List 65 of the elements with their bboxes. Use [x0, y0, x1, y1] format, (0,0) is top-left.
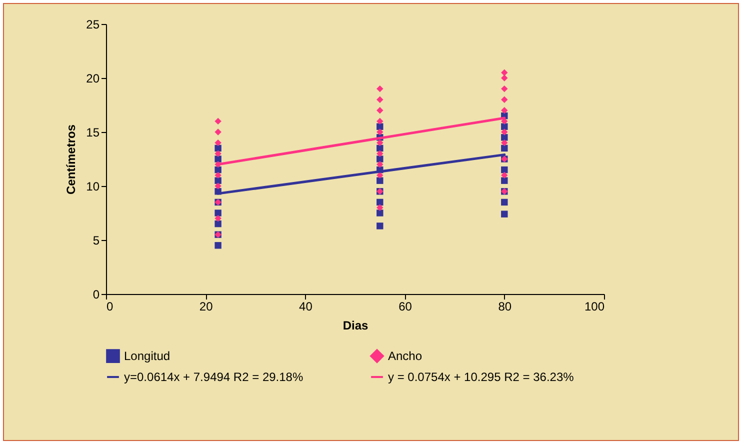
y-tick-label: 25 [86, 18, 100, 32]
point [501, 118, 508, 125]
x-tick-label: 20 [199, 300, 214, 314]
point [376, 204, 384, 211]
point [214, 172, 222, 179]
point [214, 177, 222, 184]
point [214, 220, 222, 228]
point [376, 144, 384, 152]
legend-label: y = 0.0754x + 10.295 R2 = 36.23% [388, 370, 574, 384]
x-tick-label: 100 [584, 300, 605, 314]
point [376, 198, 384, 206]
point [376, 177, 384, 184]
point [214, 139, 222, 146]
point [501, 177, 508, 184]
x-tick-label: 0 [106, 300, 114, 314]
point [214, 128, 222, 136]
x-tick-label: 40 [299, 300, 313, 314]
legend-label: Ancho [388, 349, 422, 364]
point [501, 166, 508, 174]
point [376, 118, 384, 125]
y-tick-label: 0 [92, 288, 100, 302]
x-tick-label: 80 [498, 300, 512, 314]
point [376, 172, 384, 179]
point [376, 128, 384, 136]
point [501, 139, 508, 146]
point [376, 150, 384, 157]
point [376, 123, 384, 130]
point [376, 222, 384, 230]
point [501, 85, 508, 92]
point [501, 96, 508, 103]
point [501, 144, 508, 152]
legend-label: Longitud [124, 349, 170, 364]
point [501, 198, 508, 206]
y-tick-label: 20 [86, 72, 100, 86]
point [376, 156, 384, 162]
point [214, 144, 222, 152]
point [214, 215, 222, 222]
point [214, 242, 222, 249]
legend-label: y=0.0614x + 7.9494 R2 = 29.18% [124, 370, 304, 384]
point [214, 182, 222, 190]
point [376, 85, 384, 92]
point [501, 74, 508, 82]
point [501, 172, 508, 179]
y-tick-label: 15 [86, 126, 100, 140]
point [214, 150, 222, 157]
point [501, 107, 508, 114]
x-tick-label: 60 [398, 300, 412, 314]
point [376, 96, 384, 103]
point [501, 69, 508, 76]
point [214, 156, 222, 162]
point [501, 210, 508, 218]
y-tick-label: 5 [92, 234, 100, 248]
point [501, 123, 508, 130]
y-tick-label: 10 [86, 180, 100, 194]
x-axis-title: Dias [342, 318, 368, 332]
point [214, 166, 222, 174]
y-axis-title: Centímetros [64, 124, 78, 195]
point [214, 118, 222, 125]
point [214, 210, 222, 216]
point [501, 134, 508, 141]
point [376, 210, 384, 216]
point [376, 139, 384, 146]
point [501, 128, 508, 136]
point [376, 107, 384, 114]
point [376, 161, 384, 168]
